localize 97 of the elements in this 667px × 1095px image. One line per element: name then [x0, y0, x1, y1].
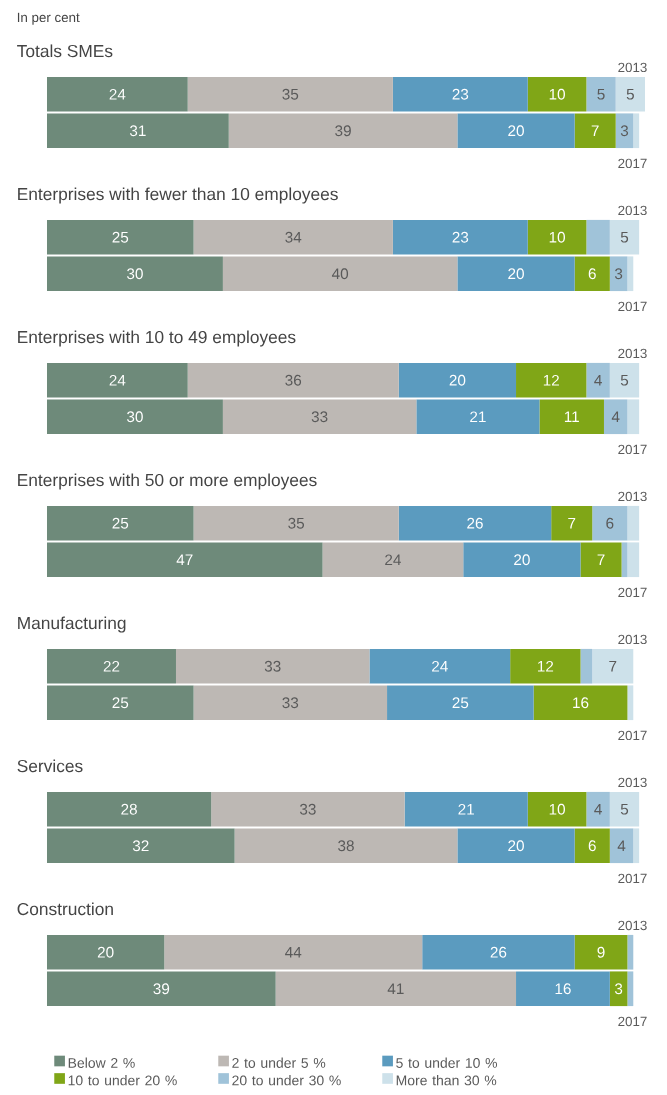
data-label: 16	[555, 983, 571, 995]
data-label: 6	[588, 840, 596, 852]
data-label: 9	[597, 946, 605, 958]
text: Services	[17, 759, 83, 773]
data-label: 41	[387, 983, 404, 995]
data-label: 32	[132, 840, 149, 852]
data-label: 25	[112, 231, 129, 243]
data-label: 4	[594, 803, 602, 815]
data-label: 26	[467, 517, 483, 529]
y-tick-label: 2013	[618, 491, 647, 502]
data-label: 38	[338, 840, 354, 852]
legend-label: Below 2 %	[68, 1057, 135, 1068]
data-label: 31	[129, 125, 146, 137]
data-label: 25	[452, 697, 469, 709]
data-label: 3	[614, 983, 623, 995]
data-label: 39	[153, 983, 170, 995]
data-label: 21	[470, 411, 486, 423]
data-label: 7	[609, 660, 617, 672]
data-label: 35	[282, 88, 299, 100]
data-label: 20	[508, 840, 524, 852]
data-label: 21	[458, 803, 474, 815]
chart-subtitle: In per cent	[17, 12, 80, 25]
data-label: 20	[514, 554, 530, 566]
data-label: 47	[176, 554, 193, 566]
data-label: 39	[335, 125, 351, 137]
y-tick-label: 2017	[618, 301, 647, 312]
data-label: 30	[127, 268, 143, 280]
data-label: 20	[449, 374, 466, 386]
data-label: 12	[543, 374, 559, 386]
data-label: 7	[597, 554, 605, 566]
text: Manufacturing	[18, 616, 126, 633]
y-tick-label: 2013	[618, 62, 647, 73]
data-label: 35	[288, 517, 305, 529]
data-label: 24	[109, 374, 126, 386]
data-label: 44	[285, 946, 302, 958]
y-tick-label: 2017	[618, 587, 647, 598]
data-label: 7	[568, 517, 576, 529]
data-label: 20	[97, 946, 114, 958]
data-label: 5	[626, 88, 634, 100]
data-label: 25	[112, 697, 129, 709]
data-label: 12	[537, 660, 554, 672]
text: Enterprises with fewer than 10 employees	[18, 187, 338, 204]
y-tick-label: 2013	[618, 634, 647, 645]
data-label: 25	[112, 517, 129, 529]
data-label: 16	[573, 697, 589, 709]
data-label: 26	[490, 946, 507, 958]
y-tick-label: 2013	[618, 205, 647, 216]
data-label: 10	[549, 231, 565, 243]
data-label: 5	[620, 803, 629, 815]
data-label: 24	[385, 554, 401, 566]
y-tick-label: 2013	[618, 348, 647, 359]
data-label: 33	[299, 803, 316, 815]
data-label: 30	[127, 411, 143, 423]
y-tick-label: 2013	[618, 777, 647, 788]
data-label: 5	[620, 231, 629, 243]
data-label: 36	[285, 374, 302, 386]
data-label: 6	[606, 517, 614, 529]
data-label: 5	[597, 88, 605, 100]
data-label: 6	[588, 268, 596, 280]
data-label: 40	[331, 268, 349, 280]
legend-label: 2 to under 5 %	[232, 1057, 326, 1068]
data-label: 11	[564, 411, 579, 423]
y-tick-label: 2017	[618, 158, 647, 169]
data-label: 3	[620, 125, 629, 137]
y-tick-label: 2017	[618, 444, 647, 455]
legend-label: 20 to under 30 %	[232, 1075, 341, 1086]
y-tick-label: 2013	[618, 920, 647, 931]
data-label: 23	[452, 231, 469, 243]
legend-label: More than 30 %	[396, 1075, 497, 1086]
data-label: 4	[594, 374, 602, 386]
data-label: 3	[614, 268, 623, 280]
data-label: 5	[620, 374, 629, 386]
data-label: 24	[432, 660, 448, 672]
text: Enterprises with 10 to 49 employees	[18, 330, 296, 347]
legend-label: 10 to under 20 %	[68, 1075, 177, 1086]
data-label: 10	[549, 88, 565, 100]
data-label: 4	[617, 840, 626, 852]
data-label: 34	[285, 231, 302, 243]
text: Construction	[17, 902, 113, 916]
data-label: 7	[591, 125, 599, 137]
y-tick-label: 2017	[618, 1016, 647, 1027]
data-label: 24	[109, 88, 126, 100]
data-label: 20	[508, 125, 524, 137]
data-label: 33	[282, 697, 299, 709]
data-label: 23	[452, 88, 469, 100]
data-label: 4	[611, 411, 620, 423]
y-tick-label: 2017	[618, 730, 647, 741]
data-label: 10	[549, 803, 565, 815]
text: Totals SMEs	[17, 44, 113, 58]
y-tick-label: 2017	[618, 873, 647, 884]
legend-label: 5 to under 10 %	[396, 1057, 498, 1068]
data-label: 28	[121, 803, 137, 815]
data-label: 33	[264, 660, 281, 672]
data-label: 20	[508, 268, 524, 280]
data-label: 33	[311, 411, 328, 423]
text: Enterprises with 50 or more employees	[18, 473, 317, 490]
data-label: 22	[103, 660, 120, 672]
